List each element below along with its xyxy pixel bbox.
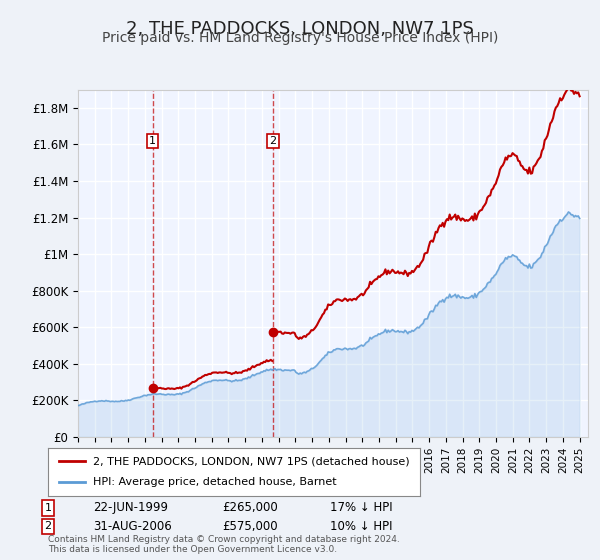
Text: 2: 2: [44, 521, 52, 531]
Text: £575,000: £575,000: [222, 520, 278, 533]
Text: 1: 1: [44, 503, 52, 513]
Text: 10% ↓ HPI: 10% ↓ HPI: [330, 520, 392, 533]
Text: 2: 2: [269, 136, 277, 146]
Text: 2, THE PADDOCKS, LONDON, NW7 1PS: 2, THE PADDOCKS, LONDON, NW7 1PS: [126, 20, 474, 38]
Text: 2, THE PADDOCKS, LONDON, NW7 1PS (detached house): 2, THE PADDOCKS, LONDON, NW7 1PS (detach…: [92, 456, 409, 466]
Text: 17% ↓ HPI: 17% ↓ HPI: [330, 501, 392, 515]
Text: 1: 1: [149, 136, 156, 146]
Text: Contains HM Land Registry data © Crown copyright and database right 2024.
This d: Contains HM Land Registry data © Crown c…: [48, 535, 400, 554]
Text: 22-JUN-1999: 22-JUN-1999: [93, 501, 168, 515]
Text: Price paid vs. HM Land Registry's House Price Index (HPI): Price paid vs. HM Land Registry's House …: [102, 31, 498, 45]
Text: £265,000: £265,000: [222, 501, 278, 515]
Text: 31-AUG-2006: 31-AUG-2006: [93, 520, 172, 533]
Text: HPI: Average price, detached house, Barnet: HPI: Average price, detached house, Barn…: [92, 477, 336, 487]
